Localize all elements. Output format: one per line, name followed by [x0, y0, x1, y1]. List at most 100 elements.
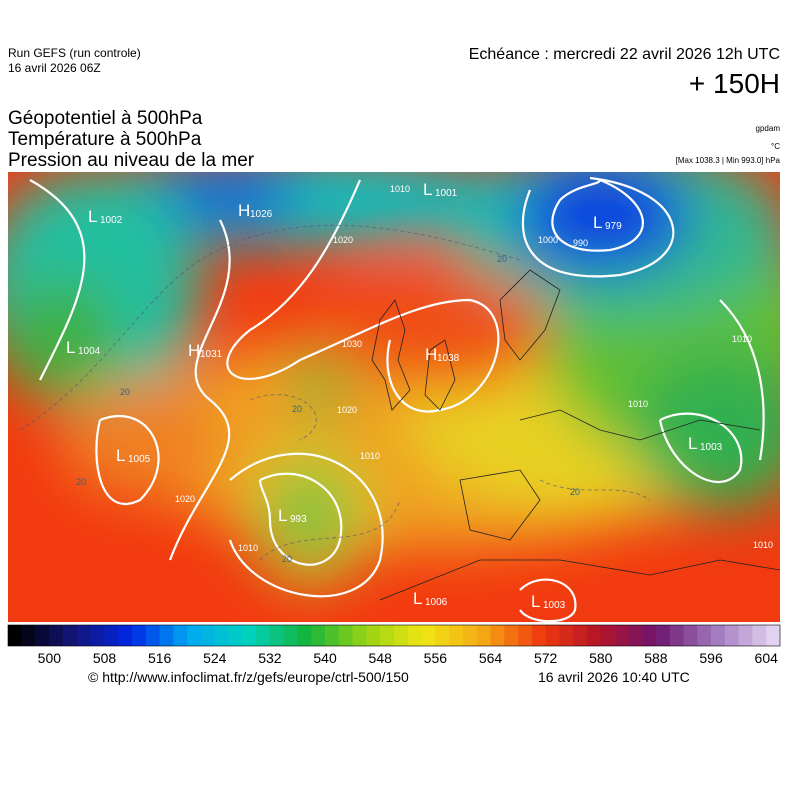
- color-swatch: [256, 625, 271, 646]
- source: © http://www.infoclimat.fr/z/gefs/europe…: [88, 669, 409, 685]
- colorbar-tick: 500: [38, 650, 62, 666]
- isobar-label: 1010: [390, 184, 410, 194]
- color-swatch: [697, 625, 712, 646]
- color-swatch: [214, 625, 229, 646]
- color-swatch: [600, 625, 615, 646]
- isobar-label: 1010: [732, 334, 752, 344]
- center-value: 1026: [250, 209, 273, 220]
- color-swatch: [766, 625, 781, 646]
- color-swatch: [449, 625, 464, 646]
- color-swatch: [490, 625, 505, 646]
- center-value: 1038: [437, 353, 460, 364]
- title: Température à 500hPa: [8, 129, 202, 150]
- center-value: 1003: [700, 442, 723, 453]
- center-value: 1031: [200, 349, 223, 360]
- colorbar-tick: 604: [755, 650, 779, 666]
- color-swatch: [738, 625, 753, 646]
- isobar-label: 1020: [333, 235, 353, 245]
- color-swatch: [173, 625, 188, 646]
- center-value: 1006: [425, 597, 448, 608]
- isobar-label: 990: [573, 238, 588, 248]
- unit: gpdam: [755, 124, 780, 133]
- temperature-label: 20: [120, 387, 130, 397]
- color-swatch: [352, 625, 367, 646]
- title: Géopotentiel à 500hPa: [8, 108, 203, 129]
- unit: [Max 1038.3 | Min 993.0] hPa: [675, 156, 780, 165]
- isobar-label: 1010: [238, 543, 258, 553]
- title: Pression au niveau de la mer: [8, 150, 255, 171]
- color-swatch: [531, 625, 546, 646]
- color-swatch: [325, 625, 340, 646]
- center-value: 1003: [543, 600, 566, 611]
- issued: 16 avril 2026 10:40 UTC: [538, 669, 690, 685]
- color-swatch: [380, 625, 395, 646]
- colorbar-tick: 580: [589, 650, 613, 666]
- field: [8, 172, 780, 622]
- color-swatch: [504, 625, 519, 646]
- color-swatch: [711, 625, 726, 646]
- color-swatch: [187, 625, 202, 646]
- color-swatch: [476, 625, 491, 646]
- color-swatch: [683, 625, 698, 646]
- center-type: L: [688, 434, 697, 453]
- color-swatch: [159, 625, 174, 646]
- color-swatch: [21, 625, 36, 646]
- color-swatch: [311, 625, 326, 646]
- center-type: L: [278, 506, 287, 525]
- isobar-label: 1030: [342, 339, 362, 349]
- color-swatch: [63, 625, 78, 646]
- colorbar-tick: 540: [313, 650, 337, 666]
- color-swatch: [338, 625, 353, 646]
- isobar-label: 1010: [628, 399, 648, 409]
- temperature-label: 20: [76, 477, 86, 487]
- isobar-label: 1000: [538, 235, 558, 245]
- run-date: 16 avril 2026 06Z: [8, 61, 101, 75]
- center-value: 993: [290, 514, 307, 525]
- center-value: 1001: [435, 188, 458, 199]
- color-swatch: [49, 625, 64, 646]
- color-swatch: [283, 625, 298, 646]
- colorbar-tick: 508: [93, 650, 117, 666]
- color-swatch: [518, 625, 533, 646]
- color-swatch: [104, 625, 119, 646]
- colorbar-tick: 532: [258, 650, 282, 666]
- center-type: L: [531, 592, 540, 611]
- color-swatch: [421, 625, 436, 646]
- color-swatch: [145, 625, 160, 646]
- color-swatch: [407, 625, 422, 646]
- center-type: L: [593, 213, 602, 232]
- center-type: L: [413, 589, 422, 608]
- temperature-label: 20: [497, 254, 507, 264]
- color-swatch: [587, 625, 602, 646]
- colorbar-tick: 548: [369, 650, 393, 666]
- valid-time: Echéance : mercredi 22 avril 2026 12h UT…: [468, 46, 780, 63]
- color-swatch: [90, 625, 105, 646]
- center-type: H: [188, 341, 200, 360]
- center-type: L: [88, 207, 97, 226]
- isobar-label: 1010: [753, 540, 773, 550]
- color-swatch: [614, 625, 629, 646]
- center-type: L: [423, 180, 432, 199]
- color-swatch: [435, 625, 450, 646]
- isobar-label: 1020: [337, 405, 357, 415]
- center-value: 1004: [78, 346, 101, 357]
- color-swatch: [366, 625, 381, 646]
- isobar-label: 1020: [175, 494, 195, 504]
- center-value: 979: [605, 221, 622, 232]
- colorbar-tick: 588: [644, 650, 668, 666]
- color-swatch: [545, 625, 560, 646]
- colorbar-tick: 596: [699, 650, 723, 666]
- color-swatch: [35, 625, 50, 646]
- temperature-label: 20: [292, 404, 302, 414]
- color-swatch: [559, 625, 574, 646]
- isobar-label: 1010: [360, 451, 380, 461]
- color-swatch: [201, 625, 216, 646]
- temperature-label: 20: [570, 487, 580, 497]
- temperature-label: 20: [282, 554, 292, 564]
- color-swatch: [655, 625, 671, 646]
- color-swatch: [76, 625, 92, 646]
- color-swatch: [297, 625, 312, 646]
- color-swatch: [132, 625, 147, 646]
